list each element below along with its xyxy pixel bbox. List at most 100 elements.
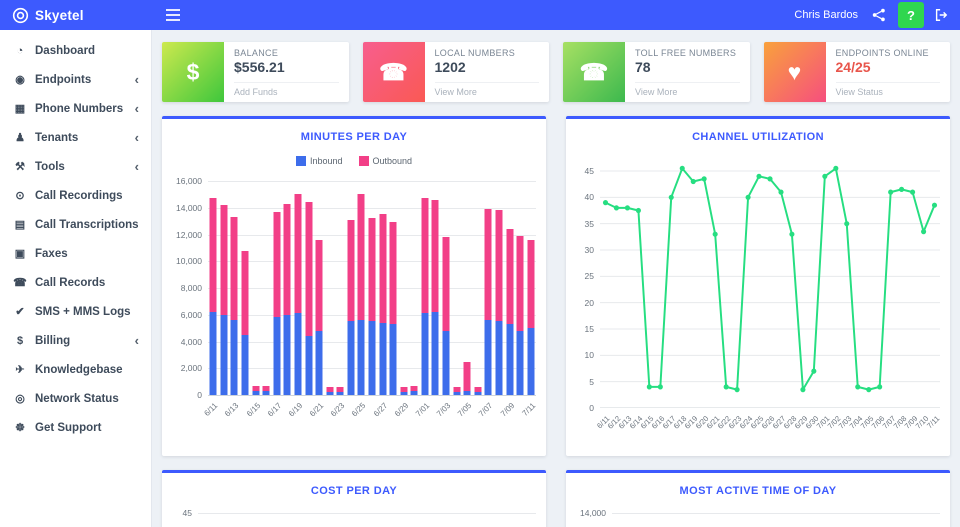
stat-action-link[interactable]: Add Funds — [234, 82, 339, 102]
outbound-bar-segment — [252, 385, 260, 391]
outbound-bar-segment — [294, 194, 302, 314]
inbound-bar-segment — [283, 314, 291, 395]
y-axis-label: 8,000 — [180, 283, 202, 293]
cost-plot: 45 — [183, 508, 536, 527]
user-menu[interactable]: Chris Bardos — [794, 9, 858, 21]
stacked-bar — [262, 385, 270, 395]
most-active-time-card: MOST ACTIVE TIME OF DAY 14,000 — [566, 470, 950, 527]
sidebar-item-endpoints[interactable]: ◉ Endpoints ‹ — [0, 65, 151, 94]
stat-label: TOLL FREE NUMBERS — [635, 48, 737, 58]
endpoints-icon: ◉ — [15, 74, 25, 86]
inbound-bar-segment — [527, 328, 535, 395]
x-axis-label: 6/19 — [286, 401, 305, 419]
stacked-bar — [252, 385, 260, 395]
sidebar-item-label: Tenants — [35, 131, 79, 144]
sidebar-item-call-records[interactable]: ☎ Call Records — [0, 268, 151, 297]
gridline — [612, 513, 940, 514]
x-axis-label: 7/01 — [413, 401, 432, 419]
stat-action-link[interactable]: View More — [434, 82, 539, 102]
stacked-bar — [506, 229, 514, 395]
stat-action-link[interactable]: View Status — [835, 82, 940, 102]
sidebar-item-dashboard[interactable]: ◔ Dashboard — [0, 36, 151, 65]
stacked-bar — [273, 211, 281, 395]
outbound-bar-segment — [336, 386, 344, 392]
inbound-bar-segment — [410, 391, 418, 395]
outbound-bar-segment — [220, 205, 228, 315]
stat-card-body: LOCAL NUMBERS 1202 View More — [425, 42, 550, 102]
outbound-bar-segment — [474, 386, 482, 392]
sidebar-item-faxes[interactable]: ▣ Faxes — [0, 239, 151, 268]
stat-card-balance: $ BALANCE $556.21 Add Funds — [162, 42, 349, 102]
outbound-bar-segment — [527, 239, 535, 329]
inbound-bar-segment — [506, 324, 514, 395]
dollar-icon: $ — [162, 42, 224, 102]
chevron-left-icon: ‹ — [134, 101, 139, 116]
share-nodes-icon[interactable] — [872, 8, 886, 22]
inbound-bar-segment — [252, 391, 260, 395]
hamburger-menu-icon[interactable] — [152, 9, 194, 21]
sidebar-item-network-status[interactable]: ◎ Network Status — [0, 384, 151, 413]
skyetel-logo-icon — [12, 7, 29, 23]
sidebar-item-phone-numbers[interactable]: ▦ Phone Numbers ‹ — [0, 94, 151, 123]
dollar-icon: $ — [16, 334, 24, 347]
stacked-bar — [241, 250, 249, 395]
sidebar-item-call-transcriptions[interactable]: ▤ Call Transcriptions — [0, 210, 151, 239]
stacked-bar — [305, 202, 313, 395]
help-button[interactable]: ? — [898, 2, 924, 28]
stat-label: BALANCE — [234, 48, 279, 58]
legend-swatch — [295, 156, 306, 166]
phone-icon: ☎ — [13, 277, 27, 289]
sidebar-item-label: Network Status — [35, 392, 119, 405]
stat-action-link[interactable]: View More — [635, 82, 740, 102]
y-axis-label: 16,000 — [176, 176, 202, 186]
sidebar-item-knowledgebase[interactable]: ✈ Knowledgebase — [0, 355, 151, 384]
y-axis-label: 2,000 — [180, 363, 202, 374]
sidebar-item-get-support[interactable]: ☸ Get Support — [0, 413, 151, 442]
inbound-bar-segment — [379, 322, 387, 395]
sidebar-item-tools[interactable]: ⚒ Tools ‹ — [0, 152, 151, 181]
outbound-bar-segment — [400, 386, 408, 392]
x-axis-label: 6/15 — [244, 401, 262, 419]
sidebar-item-label: Phone Numbers — [35, 102, 124, 115]
inbound-bar-segment — [400, 391, 408, 395]
outbound-bar-segment — [379, 214, 387, 323]
legend-item-outbound[interactable]: Outbound — [358, 155, 412, 167]
sidebar-item-call-recordings[interactable]: ⊙ Call Recordings — [0, 181, 151, 210]
stacked-bar — [495, 210, 503, 395]
inbound-bar-segment — [463, 391, 471, 395]
outbound-bar-segment — [230, 217, 238, 321]
channel-chart-title: CHANNEL UTILIZATION — [692, 131, 824, 143]
inbound-bar-segment — [442, 330, 450, 395]
sidebar-item-label: Knowledgebase — [35, 363, 123, 376]
stat-label: ENDPOINTS ONLINE — [835, 48, 929, 58]
sidebar-item-billing[interactable]: $ Billing ‹ — [0, 326, 151, 355]
inbound-bar-segment — [305, 336, 313, 395]
sign-out-icon[interactable] — [934, 8, 948, 22]
outbound-bar-segment — [283, 203, 291, 315]
y-axis-label: 4,000 — [180, 336, 202, 347]
x-axis-label: 6/23 — [329, 401, 347, 419]
stat-value: 78 — [635, 59, 651, 75]
sidebar-item-tenants[interactable]: ♟ Tenants ‹ — [0, 123, 151, 152]
outbound-bar-segment — [347, 219, 355, 322]
y-axis-label: 5 — [589, 376, 594, 387]
legend-item-inbound[interactable]: Inbound — [295, 155, 343, 167]
stacked-bar — [527, 239, 535, 395]
chevron-left-icon: ‹ — [134, 130, 139, 145]
outbound-bar-segment — [516, 235, 524, 331]
stat-card-body: TOLL FREE NUMBERS 78 View More — [625, 42, 750, 102]
inbound-bar-segment — [241, 334, 249, 395]
inbound-bar-segment — [431, 312, 439, 395]
keypad-icon: ▦ — [14, 103, 26, 115]
y-axis-label: 14,000 — [176, 202, 202, 213]
y-axis-label: 14,000 — [580, 508, 606, 518]
stacked-bar — [389, 222, 397, 395]
outbound-bar-segment — [389, 222, 397, 325]
inbound-bar-segment — [273, 317, 281, 395]
stacked-bar — [516, 235, 524, 395]
outbound-bar-segment — [453, 386, 461, 392]
sidebar-item-label: Get Support — [35, 421, 102, 434]
y-axis-label: 45 — [182, 508, 192, 518]
stacked-bar — [484, 209, 492, 395]
sidebar-item-sms-mms-logs[interactable]: ✔ SMS + MMS Logs — [0, 297, 151, 326]
